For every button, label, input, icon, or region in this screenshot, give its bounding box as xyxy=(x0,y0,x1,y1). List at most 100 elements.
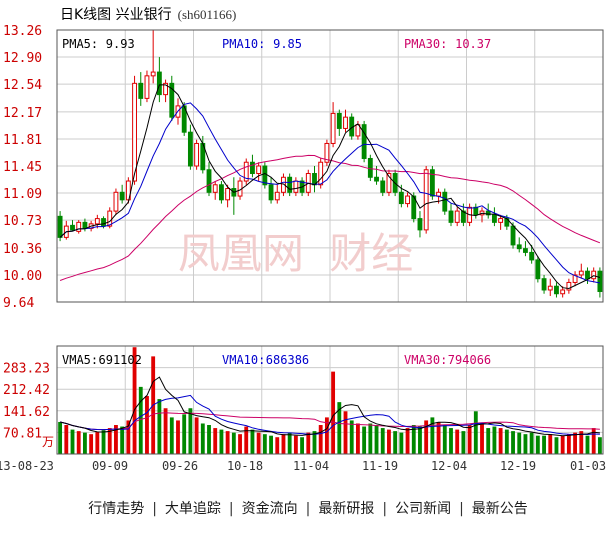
candle-body xyxy=(343,116,348,129)
price-legend-value: 9.85 xyxy=(273,37,302,51)
footer-separator: | xyxy=(459,501,464,517)
volume-bar xyxy=(213,428,218,454)
candle-body xyxy=(448,210,454,223)
footer-link-announcements[interactable]: 最新公告 xyxy=(471,501,528,517)
candle-body xyxy=(274,191,280,201)
candle-body xyxy=(132,82,137,182)
volume-bar xyxy=(368,423,373,454)
price-tick-label: 11.09 xyxy=(3,187,42,202)
stock-code: (sh601166) xyxy=(177,7,237,22)
candle-body xyxy=(473,206,479,216)
volume-legend-value: 691102 xyxy=(99,353,142,367)
volume-bar xyxy=(318,425,323,454)
candle-body xyxy=(94,218,100,225)
volume-bar xyxy=(430,417,435,454)
price-tick-label: 9.64 xyxy=(3,296,34,311)
volume-bar xyxy=(467,425,472,454)
candle-body xyxy=(591,270,597,280)
candle-body xyxy=(541,278,547,291)
candle-body xyxy=(380,180,386,193)
chart-title-text: 日K线图 兴业银行 xyxy=(60,7,172,23)
volume-bar xyxy=(76,431,81,454)
volume-bar xyxy=(157,399,162,454)
candle-body xyxy=(367,157,373,178)
footer-link-quotes[interactable]: 行情走势 xyxy=(88,501,145,517)
x-tick-label: 10-18 xyxy=(227,459,263,473)
footer-link-big-orders[interactable]: 大单追踪 xyxy=(164,501,221,517)
volume-bar xyxy=(200,423,205,454)
volume-panel: 283.23 212.42 141.62 70.81万 VMA5: 691102 VMA10… xyxy=(0,345,606,473)
candle-body xyxy=(169,82,175,118)
x-tick-label: 09-26 xyxy=(162,459,198,473)
candle-body xyxy=(442,191,448,212)
candle-body xyxy=(218,184,224,201)
candle-body xyxy=(256,165,262,175)
candle-body xyxy=(125,180,131,201)
volume-bar xyxy=(473,411,478,454)
volume-bar xyxy=(566,434,571,454)
x-tick-label: 12-19 xyxy=(500,459,536,473)
candle-body xyxy=(194,142,200,167)
price-tick-label: 11.45 xyxy=(3,160,42,175)
price-tick-label: 12.17 xyxy=(3,106,42,121)
volume-bar xyxy=(480,423,484,454)
volume-bar xyxy=(58,421,63,454)
footer-link-fund-flow[interactable]: 资金流向 xyxy=(241,501,298,517)
footer-separator: | xyxy=(228,501,234,517)
volume-bar xyxy=(120,426,125,454)
volume-bar xyxy=(585,435,590,454)
volume-bar xyxy=(504,429,509,454)
candle-body xyxy=(281,176,286,193)
candle-body xyxy=(287,176,293,193)
volume-bar xyxy=(529,432,534,454)
price-tick-label: 13.26 xyxy=(3,24,42,39)
volume-legend-label: VMA30: xyxy=(404,353,447,367)
candle-body xyxy=(423,169,429,231)
volume-bar xyxy=(312,431,317,454)
candle-body xyxy=(398,191,404,205)
candle-body xyxy=(70,224,75,231)
candle-body xyxy=(76,221,82,232)
price-panel: 13.26 12.90 12.54 12.17 11.81 11.45 11.09 10.73… xyxy=(3,24,604,311)
pma5-line xyxy=(59,84,601,290)
volume-bar xyxy=(560,435,565,454)
volume-tick-label: 283.23 xyxy=(3,362,50,377)
candle-body xyxy=(206,169,212,193)
volume-bar xyxy=(405,428,410,454)
volume-bar xyxy=(486,428,491,454)
candle-body xyxy=(547,285,553,291)
footer-separator: | xyxy=(152,501,157,517)
candle-body xyxy=(119,191,125,201)
volume-tick-label: 212.42 xyxy=(3,383,50,398)
volume-bar xyxy=(287,432,292,454)
candle-body xyxy=(243,161,249,182)
volume-bar xyxy=(256,432,261,454)
candle-body xyxy=(268,184,274,201)
candle-body xyxy=(585,270,590,280)
price-legend-label: PMA30: xyxy=(404,37,447,51)
candle-body xyxy=(454,210,460,223)
volume-bar xyxy=(535,435,540,454)
candle-body xyxy=(417,218,423,231)
candle-body xyxy=(491,214,497,223)
footer-separator: | xyxy=(305,501,311,517)
candle-body xyxy=(57,215,63,238)
volume-bar xyxy=(498,428,503,454)
volume-bar xyxy=(300,437,305,454)
candle-body xyxy=(225,188,231,201)
candle-body xyxy=(578,270,584,276)
candle-body xyxy=(436,191,442,197)
candle-body xyxy=(163,82,169,96)
candle-body xyxy=(374,176,379,182)
footer-link-company-news[interactable]: 公司新闻 xyxy=(395,501,452,517)
volume-bar xyxy=(492,426,497,454)
vma5-line xyxy=(59,376,600,437)
volume-bar xyxy=(188,408,193,454)
candle-body xyxy=(460,210,466,223)
volume-bar xyxy=(238,434,242,454)
footer-link-research[interactable]: 最新研报 xyxy=(318,501,375,517)
candle-body xyxy=(330,112,336,144)
volume-bar xyxy=(126,420,131,454)
volume-bar xyxy=(355,423,360,454)
